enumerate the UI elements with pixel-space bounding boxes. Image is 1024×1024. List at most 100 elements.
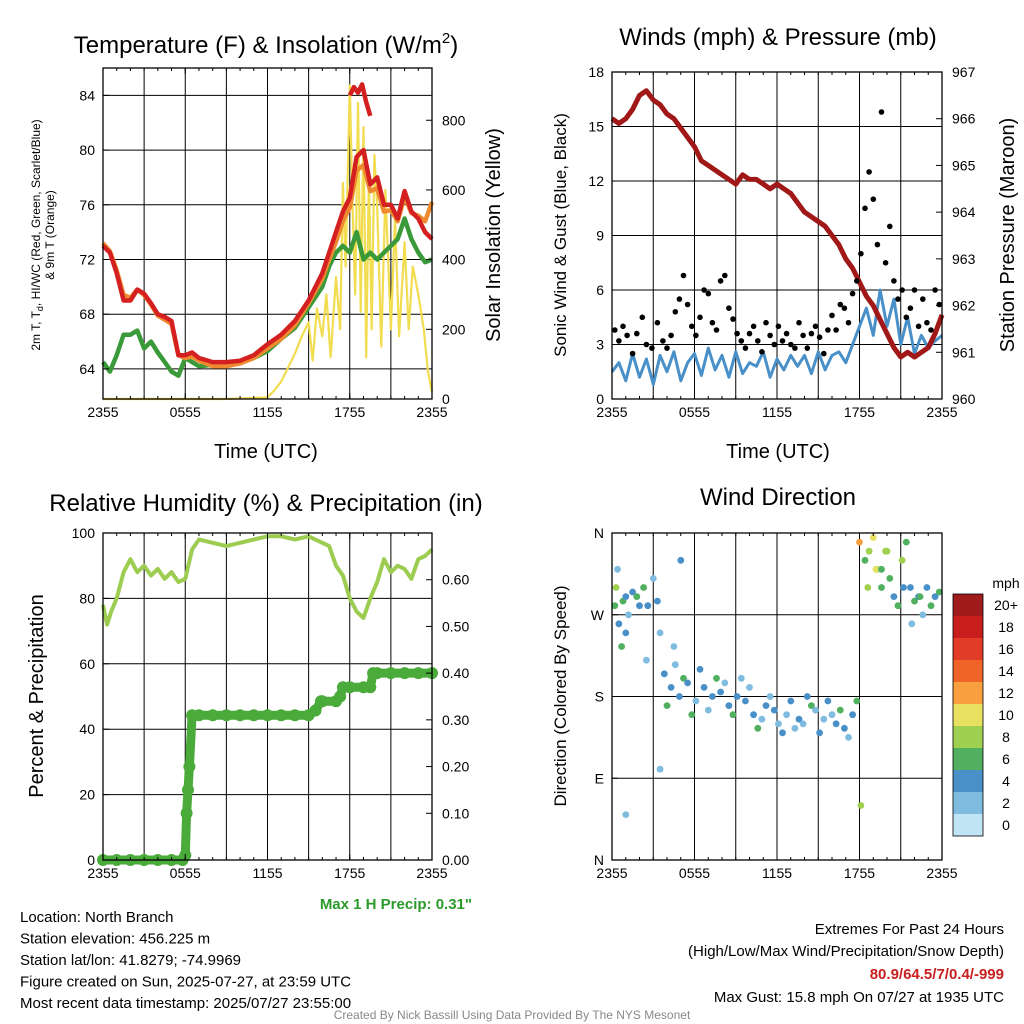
y-tick-label: W xyxy=(591,607,605,623)
insolation-ylabel: Solar Insolation (Yellow) xyxy=(483,128,505,342)
gust-point xyxy=(676,296,683,302)
gust-point xyxy=(920,296,926,302)
direction-point xyxy=(611,602,619,610)
direction-point xyxy=(824,697,832,705)
x-tick-label: 0555 xyxy=(679,404,710,420)
legend-label: 2 xyxy=(1002,795,1010,811)
plot-frame xyxy=(102,532,433,861)
y2-tick-label: 400 xyxy=(442,252,466,268)
direction-point xyxy=(878,584,885,591)
direction-point xyxy=(908,620,916,628)
precip-point xyxy=(309,704,322,717)
gust-point xyxy=(726,305,732,312)
legend-label: 18 xyxy=(998,619,1014,635)
gust-point xyxy=(684,301,691,308)
gust-point xyxy=(866,169,872,175)
y-tick-label: 6 xyxy=(596,282,604,298)
direction-point xyxy=(640,584,647,591)
station-info: Location: North Branch Station elevation:… xyxy=(20,909,351,1012)
gust-point xyxy=(738,338,745,344)
gust-point xyxy=(833,327,839,333)
direction-point xyxy=(750,711,757,719)
gust-point xyxy=(854,278,860,284)
temperature-plot-area: 2355 0555 1155 1755 2355 64 68 72 76 80 84 0 200 400 6… xyxy=(79,67,466,420)
direction-point xyxy=(696,665,704,673)
direction-point xyxy=(878,565,885,573)
precip-point xyxy=(183,760,196,773)
y-tick-label: 3 xyxy=(596,337,604,353)
direction-point xyxy=(654,597,661,605)
direction-point xyxy=(841,724,848,732)
y-tick-label: 80 xyxy=(79,590,95,606)
legend-label: 0 xyxy=(1002,817,1010,833)
gust-point xyxy=(668,332,674,339)
legend-label: 10 xyxy=(998,707,1014,723)
gust-point xyxy=(634,330,640,337)
gust-point xyxy=(620,323,626,330)
direction-point xyxy=(660,670,668,678)
max-precip-annotation: Max 1 H Precip: 0.31" xyxy=(320,896,472,913)
legend-frame xyxy=(952,593,984,837)
y2-tick-label: 0 xyxy=(442,391,450,407)
direction-point xyxy=(758,715,766,723)
legend-label: 16 xyxy=(998,641,1014,657)
plot-frame xyxy=(102,67,433,400)
series-sonic-wind xyxy=(610,288,943,386)
gust-point xyxy=(649,345,655,351)
precip-point xyxy=(193,709,205,722)
gust-point xyxy=(882,260,889,266)
direction-point xyxy=(649,575,657,582)
legend-swatch xyxy=(953,594,983,616)
temperature-ylabel: 2m T, Td, HI/WC (Red, Green, Scarlet/Blu… xyxy=(29,119,45,350)
x-tick-label: 2355 xyxy=(926,404,957,420)
direction-point xyxy=(861,556,869,564)
direction-point xyxy=(919,611,927,619)
direction-point xyxy=(787,697,795,705)
y-tick-label: 68 xyxy=(79,306,95,322)
direction-point xyxy=(795,715,803,723)
winds-xlabel: Time (UTC) xyxy=(726,441,830,463)
direction-point xyxy=(832,720,840,728)
x-tick-label: 2355 xyxy=(87,404,118,420)
direction-point xyxy=(902,538,910,546)
y-tick-label: N xyxy=(594,852,604,868)
direction-point xyxy=(671,661,679,669)
speed-legend: mph 20+ 18 16 14 12 10 8 6 4 2 0 xyxy=(952,575,1020,837)
direction-point xyxy=(857,802,865,809)
direction-point xyxy=(856,538,863,546)
gust-point xyxy=(911,287,918,293)
y2-tick-label: 200 xyxy=(442,321,466,337)
legend-label: 14 xyxy=(998,663,1014,679)
gust-point xyxy=(660,338,666,344)
station-info-line: Station elevation: 456.225 m xyxy=(20,931,210,948)
direction-point xyxy=(872,565,880,573)
direction-point xyxy=(791,724,799,732)
direction-point xyxy=(717,688,724,696)
y-tick-label: 76 xyxy=(79,197,95,213)
y-tick-label: 64 xyxy=(79,361,95,377)
precip-point xyxy=(343,681,356,694)
gust-point xyxy=(887,223,893,230)
direction-point xyxy=(864,584,872,591)
y-tick-label: S xyxy=(595,689,604,705)
gust-point xyxy=(874,241,881,248)
direction-point xyxy=(766,693,774,700)
gust-point xyxy=(664,345,670,351)
direction-point xyxy=(729,711,737,719)
legend-swatch xyxy=(953,770,983,792)
legend-swatch xyxy=(953,616,983,638)
gust-point xyxy=(672,309,679,315)
direction-point xyxy=(803,693,811,700)
wind-direction-title: Wind Direction xyxy=(700,484,856,511)
direction-point xyxy=(684,679,691,687)
y-tick-label: E xyxy=(595,770,604,786)
precip-point xyxy=(334,690,347,703)
gust-point xyxy=(903,314,910,321)
extremes-heading: Extremes For Past 24 Hours xyxy=(815,921,1004,938)
winds-plot-area: 2355 0555 1155 1755 235503691215189609619629… xyxy=(588,64,975,420)
winds-panel: Winds (mph) & Pressure (mb) 2355 0555 1155… xyxy=(551,24,1019,463)
plot-frame xyxy=(611,532,943,861)
direction-point xyxy=(713,674,720,682)
gust-point xyxy=(932,287,938,293)
station-info-line: Most recent data timestamp: 2025/07/27 2… xyxy=(20,995,351,1012)
